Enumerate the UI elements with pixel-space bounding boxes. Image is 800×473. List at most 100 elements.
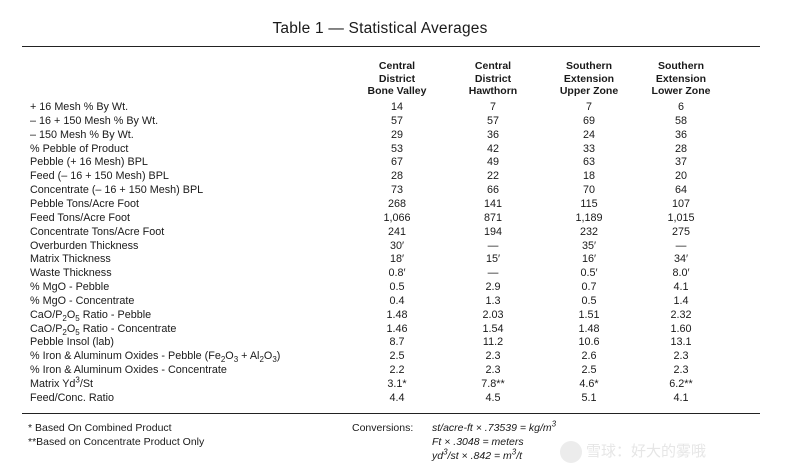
- row-label: Feed (– 16 + 150 Mesh) BPL: [30, 170, 169, 183]
- column-header-line: Southern: [565, 60, 613, 72]
- table-cell: 53: [390, 142, 403, 155]
- row-label: % MgO - Concentrate: [30, 294, 135, 307]
- table-cell: 0.8′: [388, 267, 406, 280]
- table-row: % Pebble of Product 53 42 33 28: [0, 143, 800, 156]
- table-cell: 4.5: [485, 391, 501, 404]
- table-cell: 2.2: [389, 364, 405, 377]
- table-cell: 14: [390, 101, 403, 113]
- row-label: CaO/P2O5 Ratio - Pebble: [30, 308, 152, 323]
- conversion-line-2: Ft × .3048 = meters: [432, 436, 524, 448]
- table-cell: 42: [486, 142, 499, 155]
- row-label: % Iron & Aluminum Oxides - Concentrate: [30, 364, 227, 377]
- table-row: Concentrate (– 16 + 150 Mesh) BPL 73 66 70 6…: [0, 184, 800, 197]
- column-header-4: Southern Extension Lower Zone: [636, 60, 726, 98]
- table-cell: 10.6: [578, 336, 600, 349]
- table-row: Waste Thickness 0.8′ — 0.5′ 8.0′: [0, 267, 800, 280]
- table-cell: 28: [674, 142, 687, 155]
- row-label: – 150 Mesh % By Wt.: [30, 128, 134, 141]
- row-label: % Iron & Aluminum Oxides - Pebble (Fe2O3…: [30, 350, 281, 365]
- table-row: % MgO - Pebble 0.5 2.9 0.7 4.1: [0, 281, 800, 294]
- table-cell: 232: [579, 225, 598, 238]
- table-row: + 16 Mesh % By Wt. 14 7 7 6: [0, 101, 800, 114]
- conversion-text-1: st/acre-ft × .73539 = kg/m3: [432, 419, 557, 434]
- table-cell: 268: [387, 197, 406, 210]
- column-header-line: Extension: [563, 72, 615, 85]
- table-cell: 141: [483, 197, 502, 210]
- table-cell: 64: [674, 184, 687, 197]
- table-cell: 1,189: [575, 211, 603, 224]
- table-cell: 30′: [389, 239, 405, 252]
- table-cell: 275: [671, 225, 690, 238]
- row-label: Pebble Tons/Acre Foot: [30, 197, 140, 210]
- row-label: Matrix Yd3/St: [30, 375, 94, 390]
- table-cell: 57: [390, 114, 403, 127]
- row-label: Overburden Thickness: [30, 239, 139, 252]
- table-cell: 0.5: [389, 281, 405, 294]
- row-label: + 16 Mesh % By Wt.: [30, 101, 129, 113]
- column-header-line: Central: [378, 60, 416, 72]
- table-cell: 871: [483, 211, 502, 224]
- table-cell: 67: [390, 156, 403, 169]
- table-cell: 35′: [581, 239, 597, 252]
- row-label: CaO/P2O5 Ratio - Concentrate: [30, 322, 177, 337]
- table-cell: 6: [677, 101, 684, 113]
- column-header-line: Extension: [655, 72, 707, 85]
- table-cell: 70: [582, 184, 595, 197]
- table-row: Matrix Yd3/St 3.1* 7.8** 4.6* 6.2**: [0, 375, 800, 391]
- table-cell: 2.5: [389, 350, 405, 363]
- watermark: 雪球：好大的雾哦: [560, 440, 706, 463]
- table-cell: 13.1: [670, 336, 692, 349]
- table-row: Pebble (+ 16 Mesh) BPL 67 49 63 37: [0, 156, 800, 169]
- table-cell: 2.32: [670, 308, 692, 321]
- table-row: Feed Tons/Acre Foot 1,066 871 1,189 1,015: [0, 212, 800, 225]
- table-cell: 4.1: [673, 391, 689, 404]
- table-cell: 3.1*: [387, 378, 407, 390]
- column-header-line: Hawthorn: [468, 85, 518, 97]
- table-cell: 20: [674, 170, 687, 183]
- column-header-line: Central: [474, 60, 512, 72]
- column-header-line: Bone Valley: [367, 85, 427, 97]
- table-cell: 194: [483, 225, 502, 238]
- table-cell: 24: [582, 128, 595, 141]
- table-cell: 22: [486, 170, 499, 183]
- table-cell: 241: [387, 225, 406, 238]
- table-cell: 2.9: [485, 281, 501, 294]
- table-row: – 150 Mesh % By Wt. 29 36 24 36: [0, 129, 800, 142]
- conversion-text-3: yd3/st × .842 = m3/t: [432, 447, 523, 462]
- table-row: Feed/Conc. Ratio 4.4 4.5 5.1 4.1: [0, 392, 800, 405]
- table-cell: 69: [582, 114, 595, 127]
- table-cell: 1.48: [578, 322, 600, 335]
- table-cell: 4.6*: [579, 378, 599, 390]
- row-label: Feed/Conc. Ratio: [30, 391, 115, 404]
- table-cell: 16′: [581, 253, 597, 266]
- column-header-line: Southern: [657, 60, 705, 72]
- table-cell: 0.5: [581, 294, 597, 307]
- table-cell: 11.2: [482, 336, 504, 349]
- table-cell: 29: [390, 128, 403, 141]
- row-label: % Pebble of Product: [30, 142, 129, 155]
- table-row: Overburden Thickness 30′ — 35′ —: [0, 240, 800, 253]
- column-header-2: Central District Hawthorn: [448, 60, 538, 98]
- table-cell: 7: [489, 101, 496, 113]
- table-cell: 2.3: [485, 364, 501, 377]
- table-cell: 2.3: [673, 350, 689, 363]
- column-header-line: Upper Zone: [559, 85, 619, 97]
- table-cell: 8.0′: [672, 267, 690, 280]
- table-cell: 1.4: [673, 294, 689, 307]
- table-row: Pebble Tons/Acre Foot 268 141 115 107: [0, 198, 800, 211]
- table-cell: 57: [486, 114, 499, 127]
- watermark-text: 雪球：好大的雾哦: [586, 442, 707, 460]
- table-row: Feed (– 16 + 150 Mesh) BPL 28 22 18 20: [0, 170, 800, 183]
- row-label: Pebble (+ 16 Mesh) BPL: [30, 156, 148, 169]
- table-cell: 5.1: [581, 391, 597, 404]
- table-row: Pebble Insol (lab) 8.7 11.2 10.6 13.1: [0, 336, 800, 349]
- table-cell: 7.8**: [481, 378, 505, 390]
- table-cell: 2.03: [482, 308, 504, 321]
- table-cell: 1,066: [383, 211, 411, 224]
- table-cell: 1.3: [485, 294, 501, 307]
- conversion-text-2: Ft × .3048 = meters: [432, 436, 524, 448]
- table-cell: 4.4: [389, 391, 405, 404]
- row-label: Waste Thickness: [30, 267, 112, 280]
- table-cell: 0.4: [389, 294, 405, 307]
- table-cell: 6.2**: [669, 378, 693, 390]
